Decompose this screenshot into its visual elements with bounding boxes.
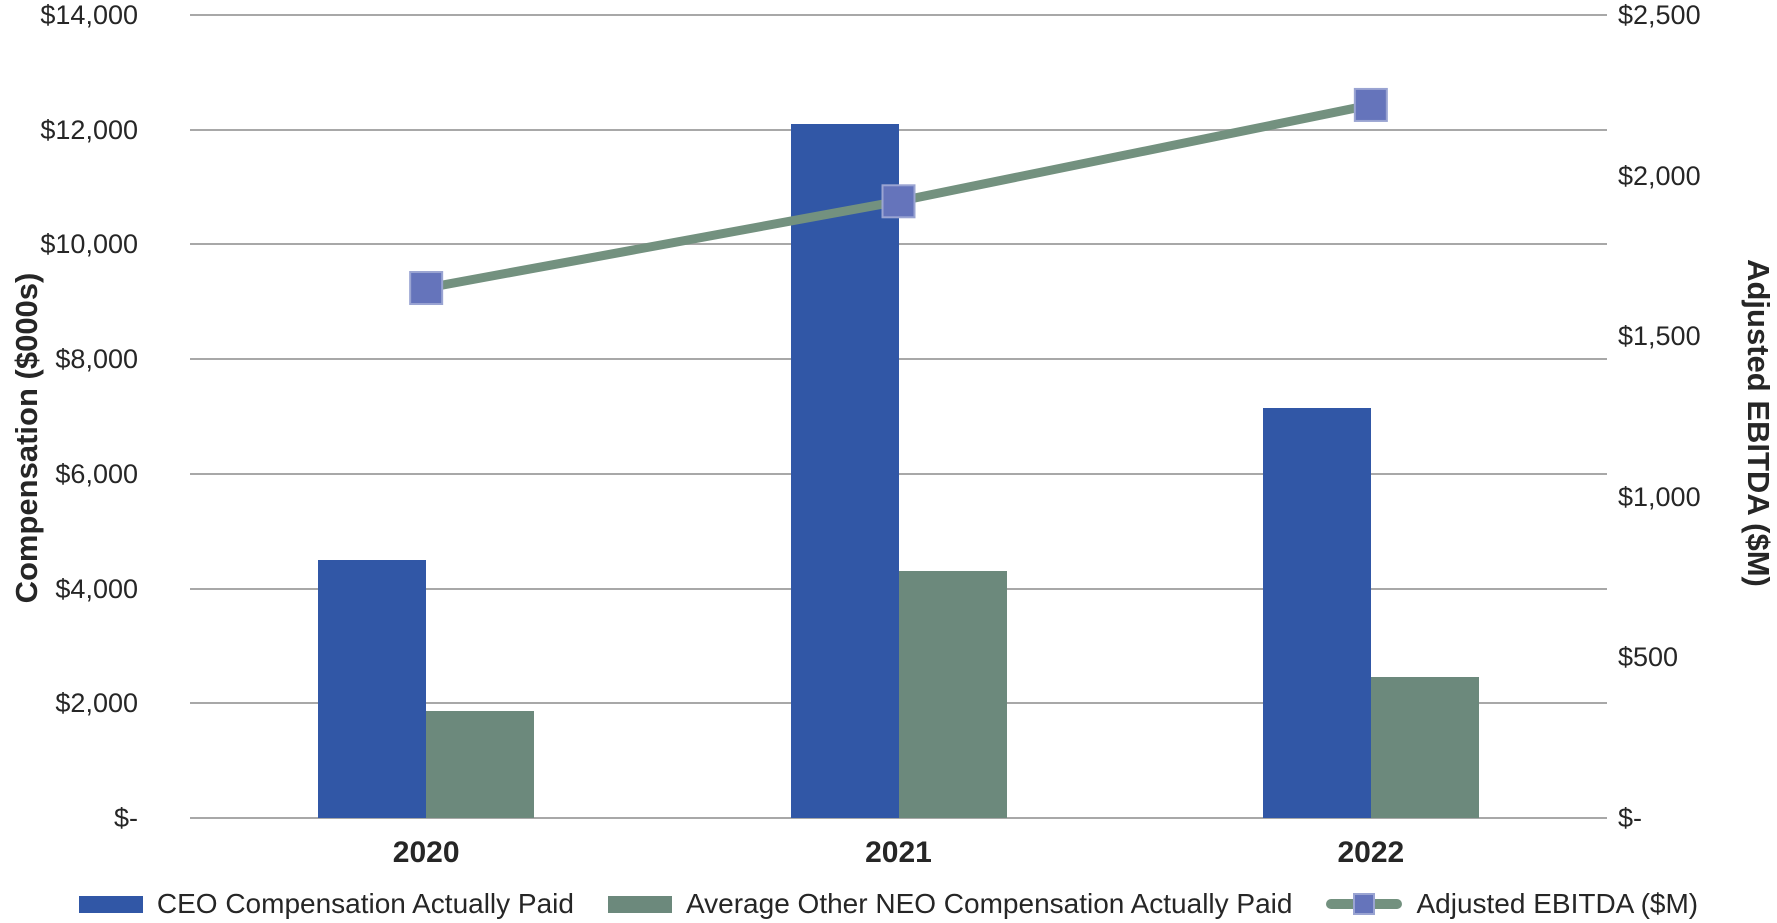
- ceo-compensation-bar: [790, 123, 899, 818]
- neo-compensation-bar: [898, 571, 1007, 818]
- ebitda-marker-icon: [1353, 87, 1388, 122]
- right-axis-tick-label: $-: [1618, 803, 1643, 833]
- left-axis-tick-label: $2,000: [55, 688, 138, 719]
- right-axis-tick-label: $2,500: [1618, 0, 1701, 30]
- legend-label: CEO Compensation Actually Paid: [156, 888, 574, 919]
- left-axis-tick-label: $6,000: [55, 458, 138, 489]
- neo-bar-swatch-icon: [607, 895, 672, 913]
- gridline: [190, 358, 1607, 361]
- neo-compensation-bar: [1370, 677, 1479, 818]
- legend-item-ceo-compensation: CEO Compensation Actually Paid: [78, 888, 574, 920]
- left-axis-tick-label: $14,000: [40, 0, 138, 30]
- ebitda-line-swatch-icon: [1326, 893, 1403, 915]
- legend-item-neo-compensation: Average Other NEO Compensation Actually …: [607, 888, 1293, 920]
- neo-compensation-bar: [426, 710, 535, 818]
- x-axis-category-label: 2021: [865, 836, 932, 869]
- left-axis-tick-label: $12,000: [40, 114, 138, 145]
- gridline: [190, 243, 1607, 246]
- left-axis-tick-label: $-: [113, 803, 138, 833]
- legend: CEO Compensation Actually Paid Average O…: [0, 884, 1777, 923]
- ceo-compensation-bar: [318, 559, 427, 818]
- right-axis-title: Adjusted EBITDA ($M): [1741, 259, 1776, 587]
- legend-label: Adjusted EBITDA ($M): [1416, 888, 1699, 919]
- ebitda-marker-icon: [409, 271, 444, 306]
- gridline: [190, 128, 1607, 131]
- left-axis-tick-label: $8,000: [55, 344, 138, 375]
- legend-item-adjusted-ebitda: Adjusted EBITDA ($M): [1326, 888, 1698, 920]
- right-axis-tick-label: $1,000: [1618, 481, 1701, 512]
- gridline: [190, 472, 1607, 475]
- left-axis-tick-label: $4,000: [55, 573, 138, 604]
- x-axis-category-label: 2022: [1337, 836, 1405, 869]
- gridline: [190, 14, 1607, 16]
- ceo-compensation-bar: [1262, 407, 1371, 818]
- right-axis-tick-label: $500: [1618, 642, 1679, 673]
- right-axis-tick-label: $1,500: [1618, 321, 1701, 352]
- ceo-bar-swatch-icon: [78, 895, 143, 913]
- legend-label: Average Other NEO Compensation Actually …: [685, 888, 1293, 919]
- left-axis-tick-label: $10,000: [40, 229, 138, 260]
- x-axis-category-label: 2020: [392, 836, 460, 869]
- right-axis-tick-label: $2,000: [1618, 160, 1701, 191]
- gridline: [190, 817, 1607, 819]
